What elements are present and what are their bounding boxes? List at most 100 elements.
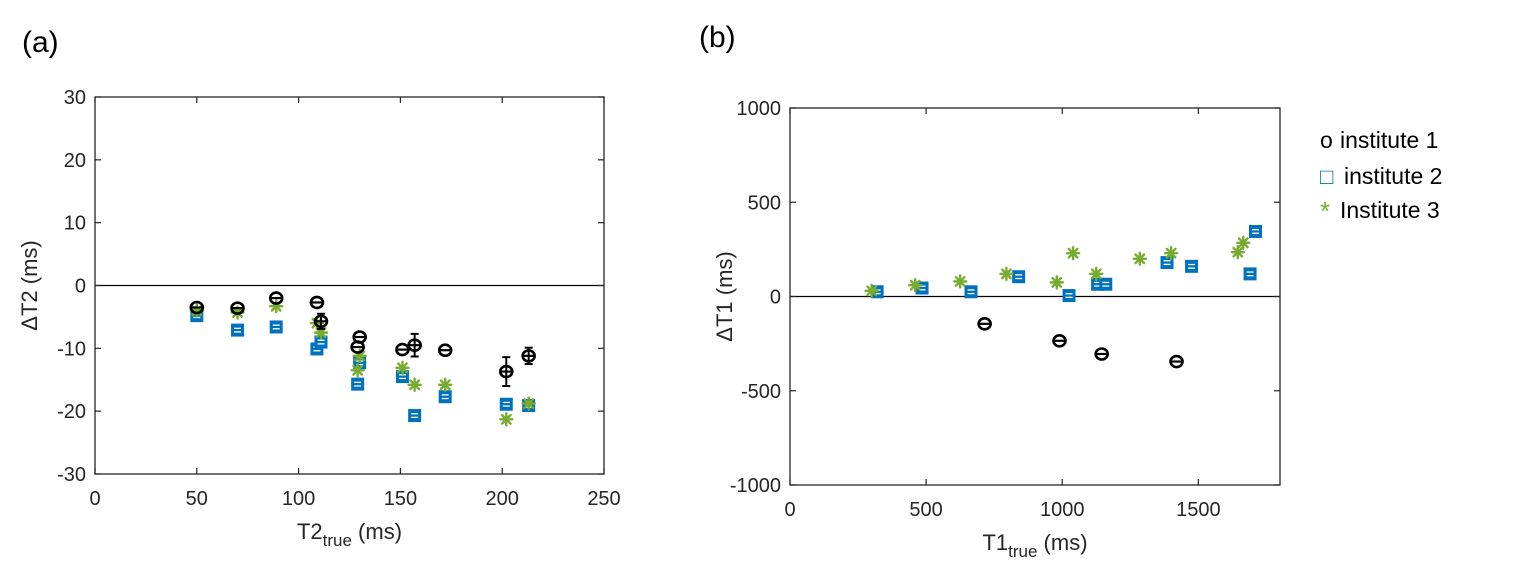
x-tick-label: 500 [909,499,942,521]
institute-3-point [437,377,453,392]
institute-3-point [864,283,879,299]
square-marker [1243,267,1257,281]
asterisk-stroke [1000,268,1012,280]
asterisk-stroke [396,362,408,374]
square-marker [499,397,513,411]
institute-2-point [438,390,452,404]
square-marker [269,320,283,334]
circle-marker [1094,347,1109,361]
y-tick-label: 1000 [737,98,782,120]
asterisk-stroke [1134,253,1146,265]
circle-marker [498,364,514,379]
circle-marker [521,349,536,363]
y-tick-label: 20 [64,150,86,172]
institute-3-point [1163,245,1179,261]
institute-1-point [268,291,284,305]
institute-1-point [352,330,367,344]
asterisk-stroke [409,379,421,391]
asterisk-stroke [354,350,366,362]
institute-2-point [1012,270,1026,284]
institute-3-point [407,377,422,392]
institute-3-point [1065,245,1081,261]
circle-marker [352,330,367,344]
circle-marker [395,342,410,357]
institute-2-point [408,409,422,423]
x-tick-label: 150 [384,488,417,510]
circle-marker [313,314,329,329]
circle-marker [309,295,325,310]
square-marker [1012,270,1026,284]
y-tick-label: 30 [64,87,86,109]
asterisk-stroke [954,275,966,287]
institute-2-point [1243,267,1257,281]
legend: o institute 1 □ institute 2 * Institute … [1320,127,1442,226]
institute-2-point [351,377,365,391]
y-tick-label: -20 [57,401,86,423]
chart-a: 0 50 100 150 200 250 -30 -20 -10 0 10 20 30 T2true (m… [17,87,621,550]
y-tick-label: 0 [75,276,86,298]
institute-3-point [1132,251,1148,266]
y-tick-label: -30 [57,464,86,486]
institute-1-point [1052,333,1067,348]
square-marker [964,285,978,299]
institute-2-point [964,285,978,299]
legend-marker-institute-2: □ [1320,164,1333,189]
y-tick-label: 10 [64,213,86,235]
asterisk-stroke [909,279,921,291]
chart-b: 0 500 1000 1500 -1000 -500 0 500 1000 T1true (ms)… [712,98,1281,561]
square-marker [1062,289,1076,303]
square-marker [314,335,328,349]
legend-marker-institute-1: o [1320,127,1333,153]
institute-1-point [189,300,205,315]
institute-3-point [350,363,365,378]
square-marker [1185,259,1199,273]
square-marker [231,323,245,337]
y-axis-label: ΔT2 (ms) [17,240,42,330]
circle-marker [407,338,422,352]
institute-1-point [1094,347,1109,361]
legend-label-institute-3: Institute 3 [1340,197,1440,223]
legend-label-institute-2: institute 2 [1344,163,1442,189]
asterisk-stroke [1051,276,1063,288]
x-tick-label: 100 [282,488,315,510]
circle-marker [268,291,284,305]
institute-3-point [999,266,1014,282]
y-tick-label: 0 [770,287,781,309]
x-tick-label: 1500 [1176,499,1221,521]
y-axis-label: ΔT1 (ms) [712,251,737,341]
institute-3-point [952,274,968,289]
institute-1-point [230,301,245,315]
asterisk-stroke [352,364,364,376]
institute-2-point [1062,289,1076,303]
institute-3-point [395,360,410,376]
institute-3-point [1230,245,1246,260]
institute-3-point [1236,235,1251,250]
square-marker [438,390,452,404]
institute-1-point [498,356,514,388]
circle-marker [1052,333,1067,348]
square-marker [408,409,422,423]
asterisk-stroke [866,285,878,297]
circle-marker [1169,354,1184,369]
institute-2-point [1249,224,1262,238]
asterisk-stroke [1232,246,1244,258]
square-marker [351,377,365,391]
square-marker [1249,224,1262,238]
y-tick-label: -500 [741,381,781,403]
institute-1-point [395,342,410,357]
square-marker [395,370,409,384]
asterisk-stroke [1067,247,1079,259]
institute-1-point [977,317,992,331]
institute-1-point [1169,354,1184,369]
institute-1-point [437,343,453,358]
institute-3-point [499,412,514,427]
institute-2-point [1099,277,1113,291]
circle-marker [437,343,453,358]
asterisk-stroke [523,398,535,410]
panel-b-label: (b) [699,21,736,54]
institute-2-point [1185,259,1199,273]
asterisk-stroke [500,413,512,425]
x-tick-label: 50 [186,488,208,510]
institute-2-point [269,320,283,334]
